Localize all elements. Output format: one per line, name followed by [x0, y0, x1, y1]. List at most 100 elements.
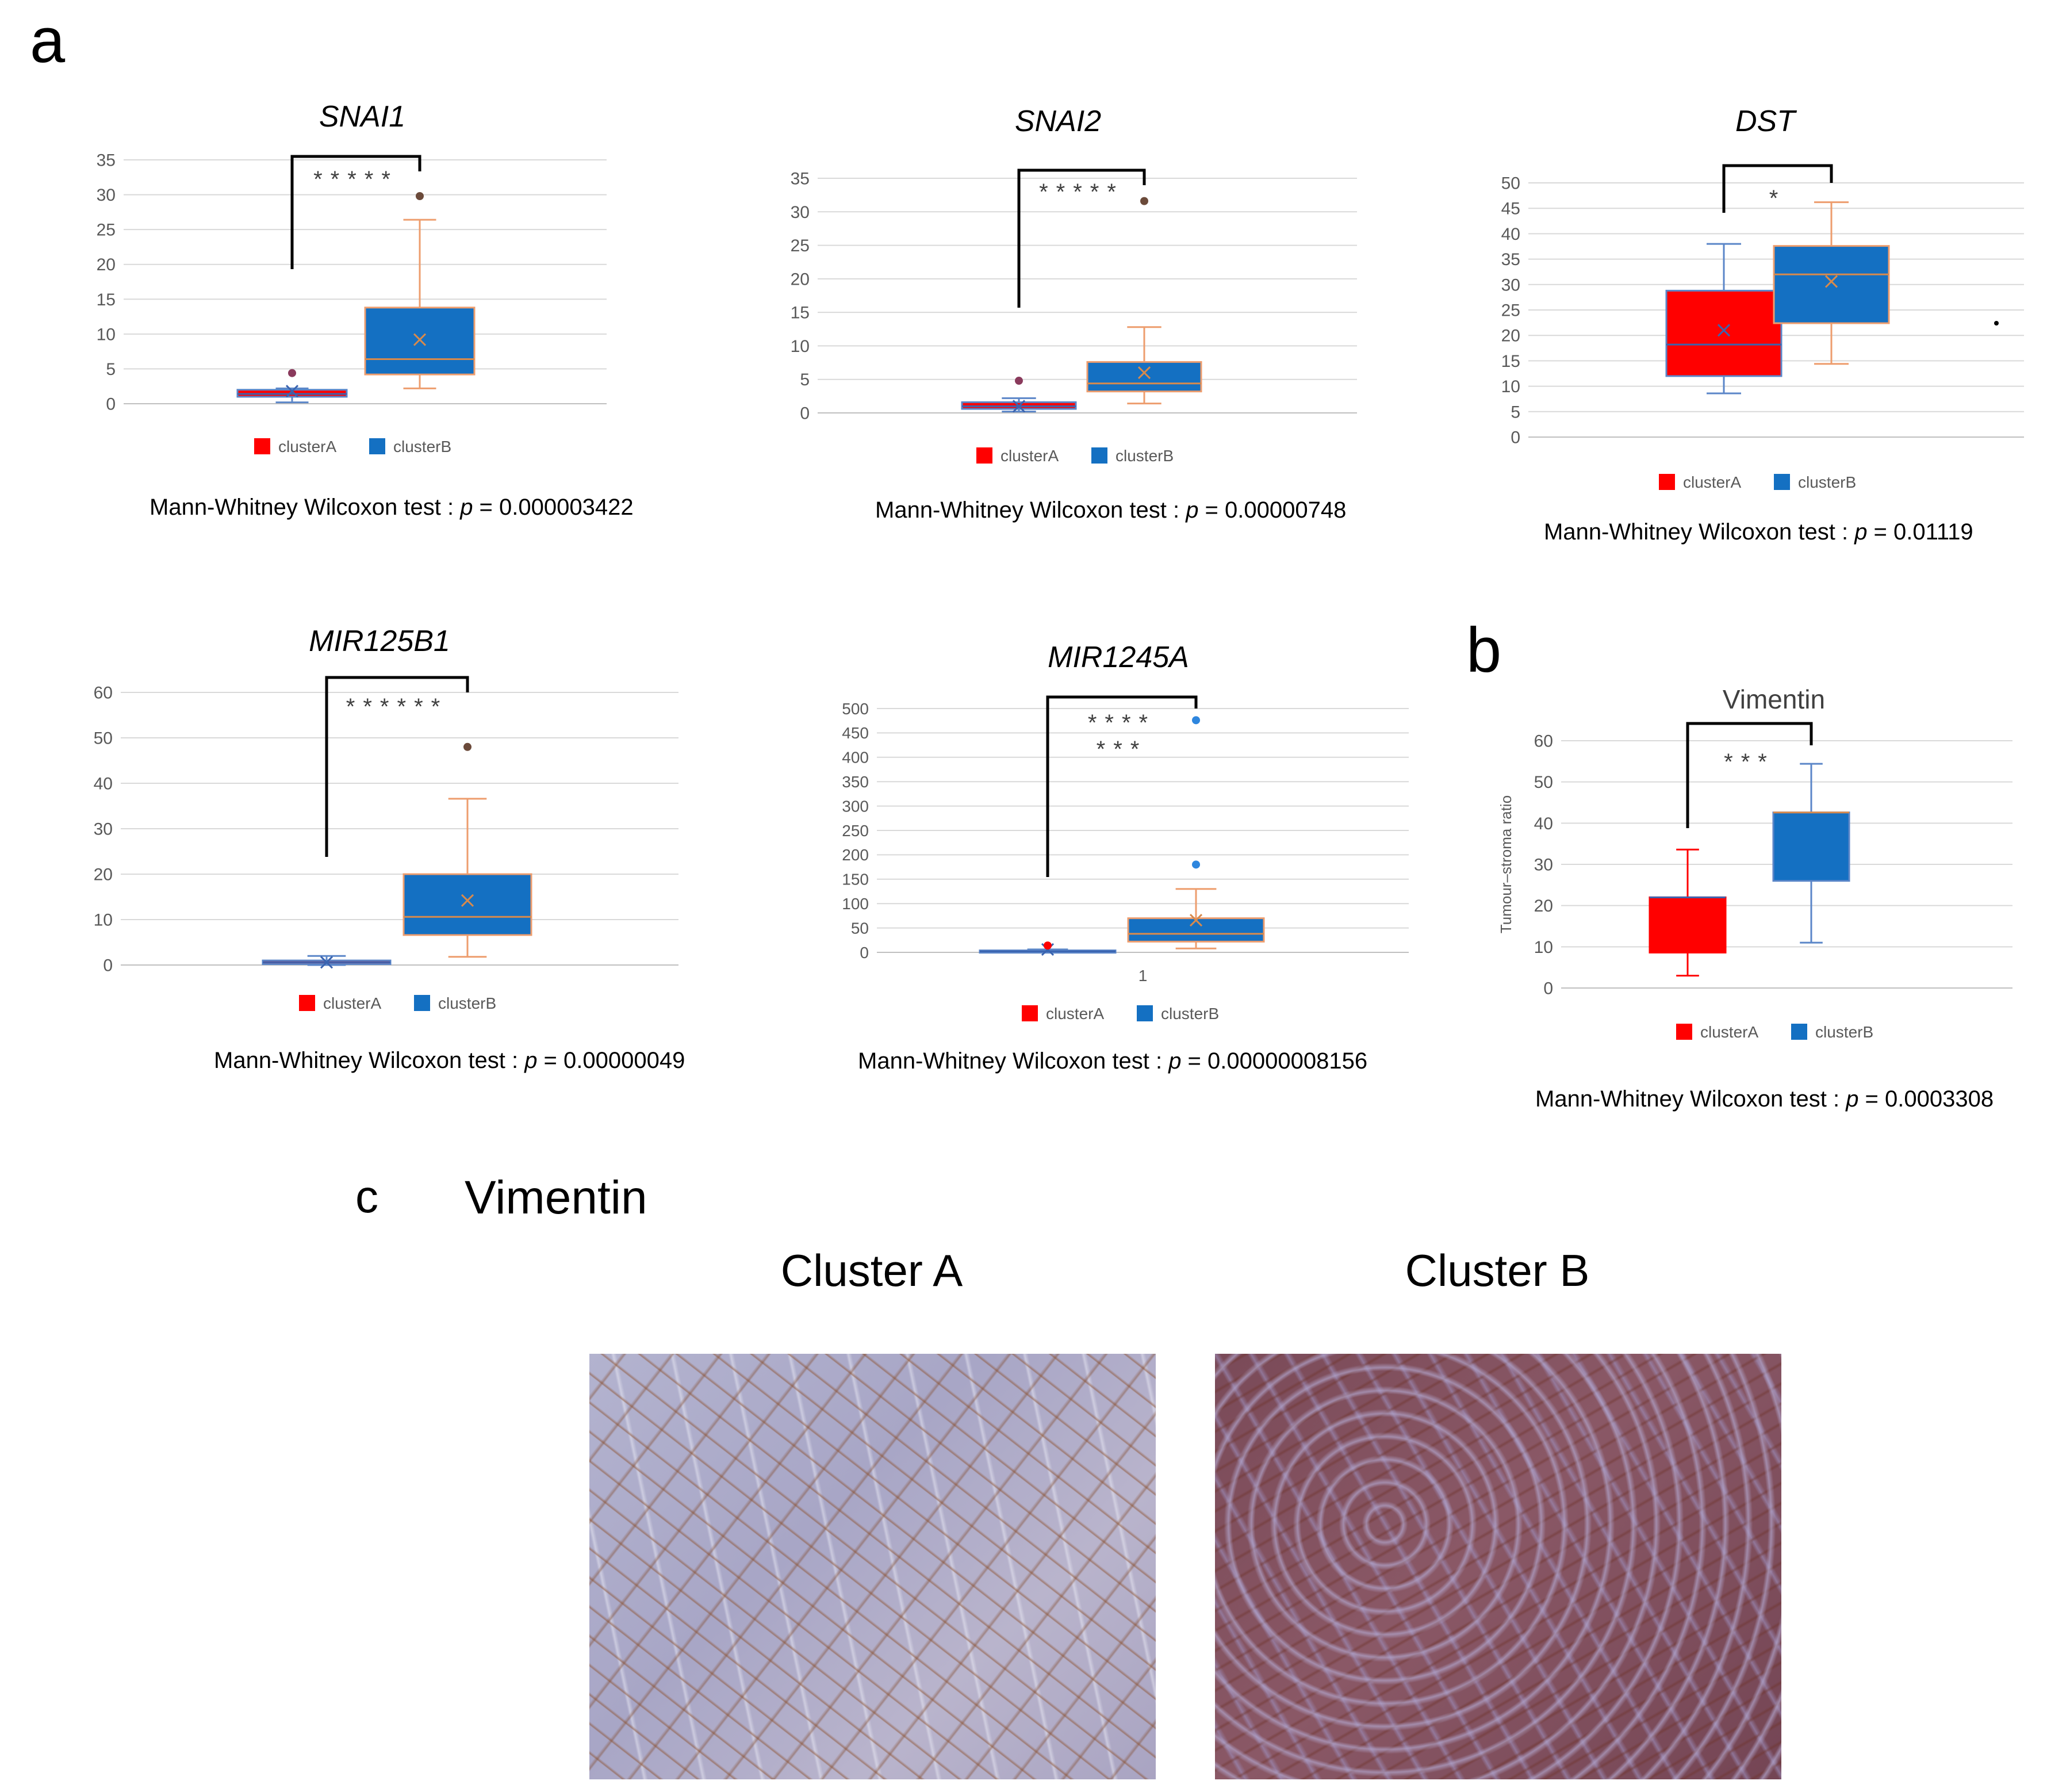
micrograph-cluster-a [589, 1354, 1156, 1779]
y-tick-label: 0 [106, 395, 116, 414]
stray-point [1994, 321, 1999, 326]
panel-c-right-label: Cluster B [1405, 1245, 1590, 1296]
y-tick-label: 150 [842, 871, 869, 889]
y-tick-label: 30 [97, 186, 116, 205]
y-tick-label: 5 [1511, 403, 1520, 422]
legend-label-clusterB: clusterB [393, 438, 451, 455]
y-tick-label: 20 [94, 866, 113, 884]
legend: clusterA clusterB [1659, 473, 1856, 491]
chart-title: DST [1735, 105, 1797, 138]
legend-swatch-clusterA [976, 447, 992, 464]
legend-label-clusterB: clusterB [1798, 473, 1856, 491]
y-tick-label: 200 [842, 846, 869, 864]
y-tick-label: 15 [791, 304, 810, 323]
y-tick-label: 20 [97, 255, 116, 274]
legend-swatch-clusterB [1791, 1024, 1807, 1040]
y-tick-label: 0 [860, 944, 869, 962]
y-tick-label: 10 [1501, 377, 1520, 396]
legend-swatch-clusterB [1137, 1005, 1153, 1021]
outlier-point [1015, 377, 1023, 385]
test-name: Mann-Whitney Wilcoxon test : [150, 495, 460, 520]
legend-swatch-clusterB [414, 995, 430, 1011]
y-tick-label: 25 [1501, 301, 1520, 320]
y-tick-label: 5 [106, 360, 116, 379]
y-tick-label: 35 [97, 151, 116, 170]
chart-title: MIR1245A [1048, 641, 1189, 674]
y-tick-label: 30 [94, 820, 113, 839]
mean-marker [461, 894, 474, 907]
p-symbol: p [1854, 519, 1867, 545]
outlier-point [1044, 941, 1052, 950]
p-symbol: p [524, 1048, 537, 1073]
legend: clusterA clusterB [254, 438, 451, 455]
legend: clusterA clusterB [1022, 1005, 1219, 1023]
significance-stars: **** [1088, 710, 1156, 736]
outlier-point [463, 742, 471, 751]
significance-bracket [325, 676, 469, 857]
y-tick-label: 0 [1511, 428, 1520, 447]
y-tick-label: 15 [1501, 352, 1520, 371]
p-symbol: p [1845, 1086, 1858, 1112]
y-tick-label: 60 [94, 684, 113, 703]
p-value: = 0.00000008156 [1181, 1048, 1367, 1074]
legend-swatch-clusterA [254, 438, 270, 454]
box-clusterB [1773, 245, 1890, 324]
significance-stars: ****** [346, 694, 448, 719]
outlier-point [416, 192, 424, 200]
legend-label-clusterA: clusterA [1700, 1023, 1758, 1041]
mean-marker [1824, 275, 1838, 288]
y-tick-label: 15 [97, 290, 116, 309]
box-clusterA [1665, 289, 1782, 377]
y-tick-label: 50 [1501, 174, 1520, 193]
test-name: Mann-Whitney Wilcoxon test : [214, 1048, 524, 1073]
test-name: Mann-Whitney Wilcoxon test : [875, 497, 1186, 523]
legend-label-clusterB: clusterB [1161, 1005, 1219, 1023]
legend-swatch-clusterA [1659, 474, 1675, 490]
y-tick-label: 0 [800, 404, 810, 423]
chart-title: MIR125B1 [309, 625, 450, 658]
y-tick-label: 350 [842, 773, 869, 791]
panel-label-c: c [355, 1171, 378, 1222]
p-value-text: Mann-Whitney Wilcoxon test : p = 0.01119 [1544, 519, 1973, 545]
mean-marker [1012, 400, 1026, 413]
legend-swatch-clusterB [1774, 474, 1790, 490]
test-name: Mann-Whitney Wilcoxon test : [1544, 519, 1854, 545]
panel-c-left-label: Cluster A [781, 1245, 963, 1296]
x-tick-label: 1 [1138, 967, 1148, 985]
box-clusterA [1649, 896, 1727, 954]
y-tick-label: 50 [94, 729, 113, 748]
y-tick-label: 0 [1543, 979, 1553, 998]
y-tick-label: 50 [851, 919, 869, 937]
legend-label-clusterB: clusterB [1815, 1023, 1873, 1041]
test-name: Mann-Whitney Wilcoxon test : [1535, 1086, 1846, 1112]
y-tick-label: 10 [97, 325, 116, 344]
legend-label-clusterB: clusterB [438, 994, 496, 1012]
y-tick-label: 50 [1534, 773, 1553, 792]
y-tick-label: 40 [1501, 225, 1520, 244]
y-tick-label: 45 [1501, 200, 1520, 219]
y-tick-label: 450 [842, 724, 869, 742]
y-tick-label: 250 [842, 822, 869, 840]
y-tick-label: 10 [1534, 938, 1553, 957]
legend: clusterA clusterB [976, 447, 1174, 465]
p-symbol: p [459, 495, 473, 520]
mean-marker [1717, 324, 1731, 337]
p-value-text: Mann-Whitney Wilcoxon test : p = 0.00000… [875, 497, 1346, 523]
legend-label-clusterA: clusterA [323, 994, 381, 1012]
y-tick-label: 20 [1534, 897, 1553, 916]
chart-0: SNAI1 0 5 10 15 20 25 30 35 ***** clusterA clusterB… [97, 100, 634, 520]
mean-marker [1137, 366, 1151, 380]
chart-2: DST 0 5 10 15 20 25 30 35 40 45 50 * clusterA clusterB… [1501, 105, 2024, 545]
p-value: = 0.0003308 [1858, 1086, 1994, 1112]
significance-bracket [1017, 169, 1146, 308]
significance-stars: ***** [1039, 179, 1124, 205]
mean-marker [320, 956, 334, 969]
y-tick-label: 30 [791, 203, 810, 222]
y-tick-label: 5 [800, 370, 810, 389]
p-value: = 0.01119 [1867, 519, 1973, 545]
mean-marker [413, 333, 427, 346]
significance-bracket [1722, 164, 1833, 213]
y-tick-label: 25 [791, 236, 810, 255]
